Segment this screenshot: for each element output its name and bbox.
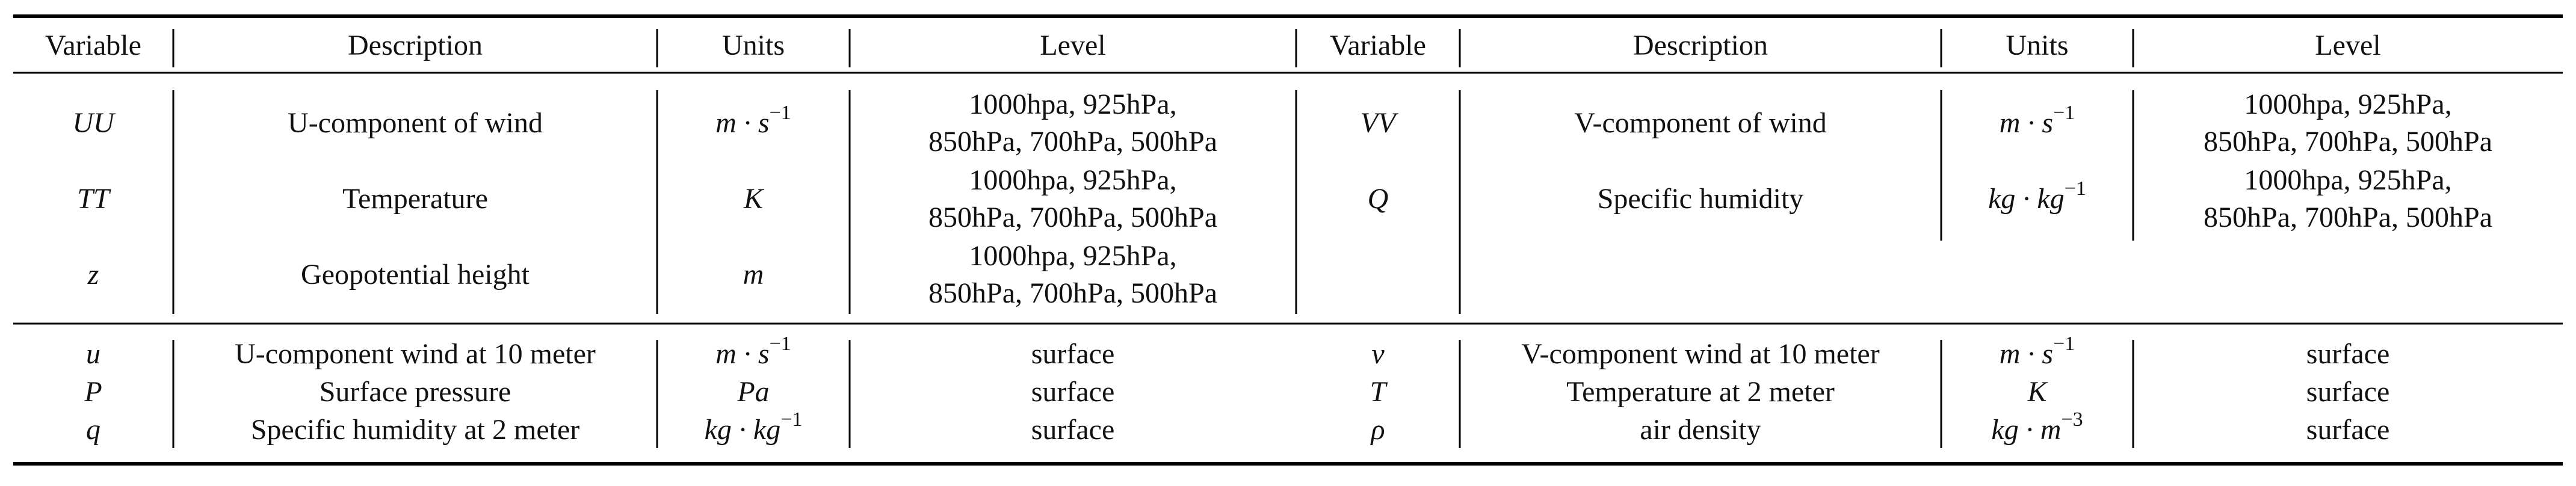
level-line: 850hPa, 700hPa, 500hPa (928, 277, 1217, 309)
header-cell: Variable (1330, 29, 1426, 61)
header-cell: Units (722, 29, 785, 61)
level-line: 1000hpa, 925hPa, (969, 240, 1176, 272)
units-exponent: −1 (2053, 102, 2075, 124)
cell: Pa (737, 376, 769, 408)
level-line: 1000hpa, 925hPa, (2244, 88, 2451, 120)
cell: T (1370, 376, 1388, 408)
cell: surface (2306, 414, 2390, 446)
units-base: m · s (715, 338, 769, 370)
cell: U-component wind at 10 meter (235, 338, 596, 370)
cell: P (84, 376, 102, 408)
cell: Specific humidity at 2 meter (251, 414, 580, 446)
level-line: 1000hpa, 925hPa, (969, 164, 1176, 196)
header-cell: Level (1040, 29, 1105, 61)
level-line: 850hPa, 700hPa, 500hPa (928, 126, 1217, 158)
units-base: m · s (2000, 338, 2053, 370)
level-line: 850hPa, 700hPa, 500hPa (2204, 126, 2492, 158)
units-base: kg · kg (705, 414, 781, 446)
cell: ρ (1370, 414, 1385, 446)
units-exponent: −1 (770, 333, 791, 355)
units-exponent: −1 (770, 102, 791, 124)
cell: U-component of wind (288, 107, 543, 139)
cell: UU (72, 107, 116, 139)
cell: K (743, 183, 765, 215)
header-cell: Units (2006, 29, 2068, 61)
units-cell: m · s−1 (2000, 333, 2075, 370)
level-line: 1000hpa, 925hPa, (2244, 164, 2451, 196)
header-cell: Description (348, 29, 483, 61)
cell: surface (1031, 376, 1115, 408)
cell: z (87, 259, 99, 291)
cell: air density (1640, 414, 1761, 446)
units-base: kg · kg (1988, 183, 2065, 215)
cell: surface (1031, 414, 1115, 446)
units-cell: m · s−1 (715, 102, 791, 139)
cell: Specific humidity (1598, 183, 1804, 215)
cell: K (2027, 376, 2048, 408)
units-cell: kg · kg−1 (1988, 177, 2086, 215)
header-cell: Variable (45, 29, 141, 61)
units-exponent: −3 (2061, 408, 2083, 431)
cell: u (86, 338, 100, 370)
cell: surface (2306, 338, 2390, 370)
cell: V-component of wind (1574, 107, 1827, 139)
cell: v (1371, 338, 1385, 370)
cell: VV (1361, 107, 1398, 139)
units-cell: kg · m−3 (1991, 408, 2083, 446)
units-exponent: −1 (2065, 177, 2086, 200)
units-base: m · s (2000, 107, 2053, 139)
cell: m (743, 259, 764, 291)
cell: TT (77, 183, 111, 215)
cell: Temperature (342, 183, 488, 215)
units-cell: kg · kg−1 (705, 408, 803, 446)
level-line: 1000hpa, 925hPa, (969, 88, 1176, 120)
header-cell: Level (2315, 29, 2380, 61)
cell: Geopotential height (301, 259, 530, 291)
units-base: kg · m (1991, 414, 2061, 446)
units-exponent: −1 (2053, 333, 2075, 355)
cell: surface (1031, 338, 1115, 370)
units-cell: m · s−1 (2000, 102, 2075, 139)
level-line: 850hPa, 700hPa, 500hPa (2204, 201, 2492, 233)
cell: V-component wind at 10 meter (1521, 338, 1879, 370)
cell: surface (2306, 376, 2390, 408)
cell: Q (1368, 183, 1389, 215)
cell: Temperature at 2 meter (1566, 376, 1835, 408)
cell: Surface pressure (320, 376, 511, 408)
units-base: m · s (715, 107, 769, 139)
header-cell: Description (1633, 29, 1768, 61)
units-exponent: −1 (780, 408, 802, 431)
units-cell: m · s−1 (715, 333, 791, 370)
cell: q (86, 414, 100, 446)
level-line: 850hPa, 700hPa, 500hPa (928, 201, 1217, 233)
